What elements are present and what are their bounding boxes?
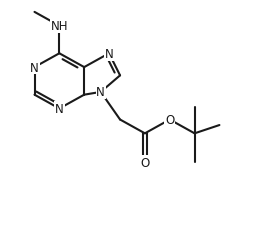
Text: N: N xyxy=(105,48,113,60)
Text: N: N xyxy=(30,61,39,74)
Text: O: O xyxy=(165,114,174,126)
Text: N: N xyxy=(96,86,105,99)
Text: NH: NH xyxy=(51,20,68,33)
Text: O: O xyxy=(140,156,150,169)
Text: N: N xyxy=(55,103,64,115)
